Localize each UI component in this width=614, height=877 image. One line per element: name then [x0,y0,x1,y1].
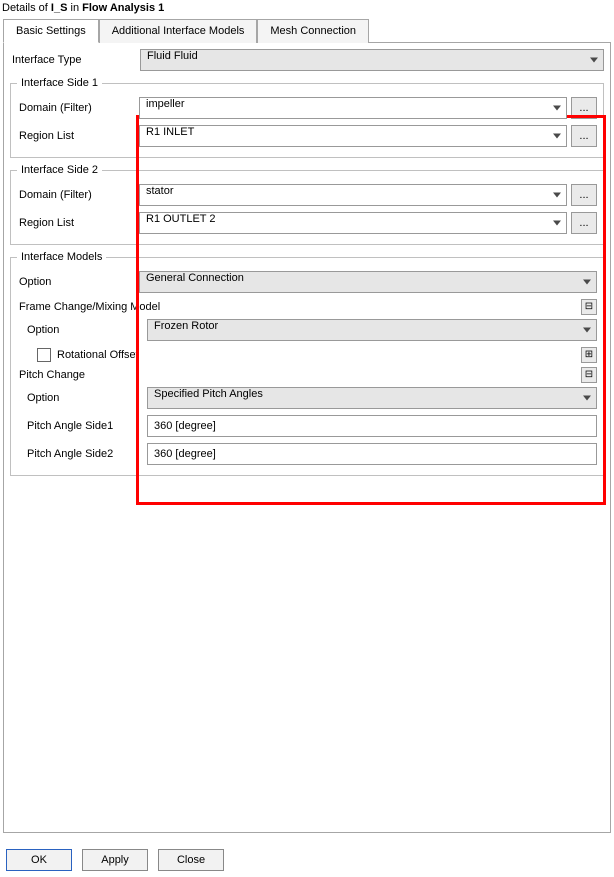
tab-label: Additional Interface Models [112,25,245,37]
ellipsis-side1-domain[interactable]: ... [571,97,597,119]
tab-additional-interface-models[interactable]: Additional Interface Models [99,19,258,43]
label-models-option: Option [17,276,139,288]
subhead-pitch-change: Pitch Change ⊟ [17,367,597,383]
select-value: General Connection [146,272,244,284]
select-side2-domain[interactable]: stator [139,184,567,206]
label-pitch-angle1: Pitch Angle Side1 [25,420,147,432]
collapse-pitch-change[interactable]: ⊟ [581,367,597,383]
select-value: Fluid Fluid [147,50,198,62]
legend-models: Interface Models [17,251,106,263]
label-pitch-option: Option [25,392,147,404]
group-interface-side-2: Interface Side 2 Domain (Filter) stator … [10,164,604,245]
label-side1-region: Region List [17,130,139,142]
title-prefix: Details of [2,2,51,14]
select-value: impeller [146,98,185,110]
select-value: stator [146,185,174,197]
label-interface-type: Interface Type [10,54,140,66]
button-row: OK Apply Close [6,849,224,871]
ellipsis-side1-region[interactable]: ... [571,125,597,147]
select-interface-type[interactable]: Fluid Fluid [140,49,604,71]
select-value: Frozen Rotor [154,320,218,332]
title-name: I_S [51,2,68,14]
subhead-frame-change: Frame Change/Mixing Model ⊟ [17,299,597,315]
ellipsis-side2-domain[interactable]: ... [571,184,597,206]
tab-strip: Basic Settings Additional Interface Mode… [3,18,611,43]
close-button[interactable]: Close [158,849,224,871]
tab-label: Basic Settings [16,25,86,37]
panel-title: Details of I_S in Flow Analysis 1 [0,0,614,18]
tab-basic-settings[interactable]: Basic Settings [3,19,99,43]
panel-body: Interface Type Fluid Fluid Interface Sid… [3,43,611,833]
label-framechange-option: Option [25,324,147,336]
select-value: Specified Pitch Angles [154,388,263,400]
legend-side1: Interface Side 1 [17,77,102,89]
group-interface-side-1: Interface Side 1 Domain (Filter) impelle… [10,77,604,158]
title-context: Flow Analysis 1 [82,2,164,14]
legend-side2: Interface Side 2 [17,164,102,176]
row-rotational-offset: Rotational Offset ⊞ [17,347,597,363]
title-middle: in [67,2,82,14]
select-value: R1 INLET [146,126,194,138]
select-side2-region[interactable]: R1 OUTLET 2 [139,212,567,234]
select-side1-region[interactable]: R1 INLET [139,125,567,147]
label-side2-region: Region List [17,217,139,229]
ellipsis-side2-region[interactable]: ... [571,212,597,234]
select-pitch-option[interactable]: Specified Pitch Angles [147,387,597,409]
select-side1-domain[interactable]: impeller [139,97,567,119]
select-models-option[interactable]: General Connection [139,271,597,293]
select-framechange-option[interactable]: Frozen Rotor [147,319,597,341]
frame-change-title: Frame Change/Mixing Model [17,301,160,313]
ok-button[interactable]: OK [6,849,72,871]
label-rotational-offset: Rotational Offset [57,349,139,361]
select-value: R1 OUTLET 2 [146,213,216,225]
apply-button[interactable]: Apply [82,849,148,871]
pitch-change-title: Pitch Change [17,369,85,381]
label-pitch-angle2: Pitch Angle Side2 [25,448,147,460]
label-side2-domain: Domain (Filter) [17,189,139,201]
tab-label: Mesh Connection [270,25,356,37]
expand-rotational-offset[interactable]: ⊞ [581,347,597,363]
input-pitch-angle2[interactable] [147,443,597,465]
group-interface-models: Interface Models Option General Connecti… [10,251,604,476]
input-pitch-angle1[interactable] [147,415,597,437]
checkbox-rotational-offset[interactable] [37,348,51,362]
collapse-frame-change[interactable]: ⊟ [581,299,597,315]
tab-mesh-connection[interactable]: Mesh Connection [257,19,369,43]
label-side1-domain: Domain (Filter) [17,102,139,114]
row-interface-type: Interface Type Fluid Fluid [10,49,604,71]
